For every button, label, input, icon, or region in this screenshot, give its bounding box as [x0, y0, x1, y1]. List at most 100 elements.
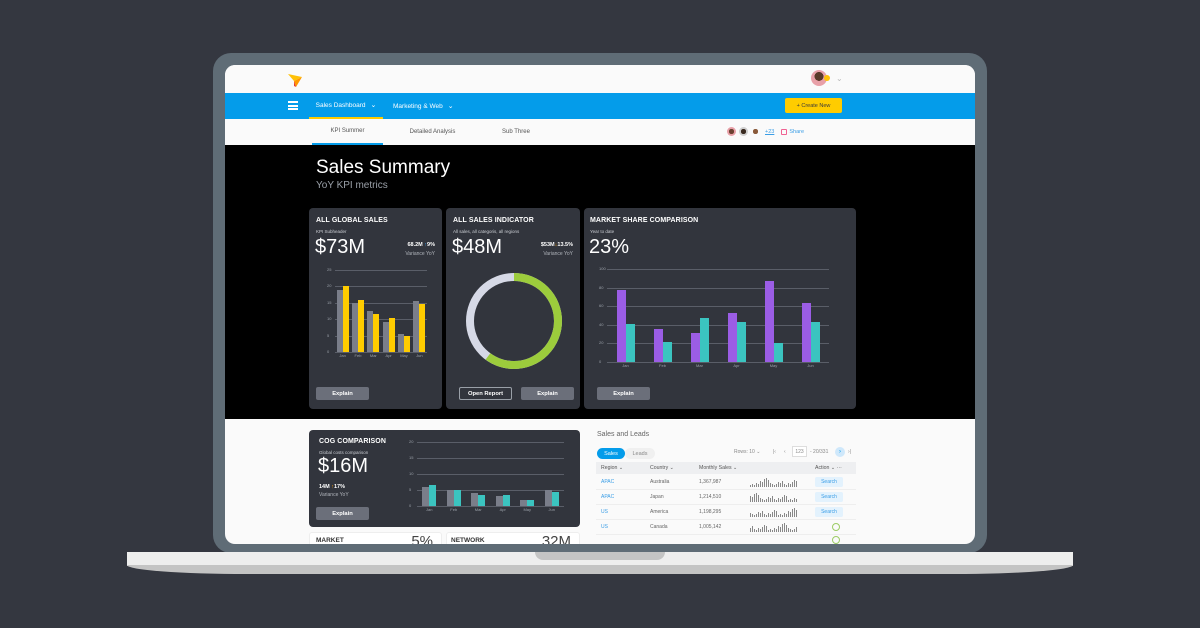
bar[interactable]	[551, 491, 559, 506]
app-screen: ⌄ Sales Dashboard ⌄ Marketing & Web ⌄ + …	[225, 65, 975, 544]
bar[interactable]	[352, 302, 358, 352]
bar[interactable]	[773, 343, 783, 362]
collaborator-avatar[interactable]	[751, 127, 760, 136]
explain-button[interactable]: Explain	[316, 387, 369, 400]
region-link[interactable]: APAC	[601, 494, 615, 500]
share-button[interactable]: Share	[781, 128, 804, 135]
bar[interactable]	[453, 490, 461, 506]
explain-button[interactable]: Explain	[316, 507, 369, 520]
x-axis-tick: Jun	[807, 363, 814, 368]
kpi-hero-section: Sales Summary YoY KPI metrics ALL GLOBAL…	[225, 145, 975, 419]
last-page-icon[interactable]: ›|	[848, 449, 851, 455]
bar[interactable]	[478, 494, 486, 506]
open-report-button[interactable]: Open Report	[459, 387, 512, 400]
nav-sales-dashboard[interactable]: Sales Dashboard ⌄	[309, 93, 383, 119]
bar[interactable]	[429, 485, 437, 506]
bar[interactable]	[616, 290, 626, 362]
y-axis-tick: 0	[327, 349, 330, 354]
y-axis-tick: 25	[327, 267, 332, 272]
collaborator-avatar[interactable]	[739, 127, 748, 136]
collaborators: +23 Share	[727, 127, 804, 136]
tab-sub-three[interactable]: Sub Three	[502, 129, 530, 135]
y-axis-tick: 10	[327, 316, 332, 322]
bar[interactable]	[336, 289, 343, 352]
sparkline	[750, 522, 798, 532]
tab-kpi-summer[interactable]: KPI Summer	[312, 119, 383, 145]
page-number-input[interactable]: 123	[792, 446, 807, 457]
bar[interactable]	[801, 303, 811, 362]
tab-detailed-analysis[interactable]: Detailed Analysis	[409, 129, 456, 135]
check-circle-icon[interactable]	[832, 536, 840, 544]
bar[interactable]	[690, 333, 700, 362]
bar[interactable]	[544, 490, 552, 506]
bar[interactable]	[495, 496, 503, 506]
first-page-icon[interactable]: |‹	[773, 449, 776, 455]
y-axis-tick: 0	[409, 503, 412, 508]
explain-button[interactable]: Explain	[597, 387, 650, 400]
bar[interactable]	[367, 311, 374, 352]
more-collaborators-link[interactable]: +23	[765, 128, 775, 135]
gridline	[607, 287, 829, 289]
bar[interactable]	[404, 335, 410, 352]
bar[interactable]	[446, 490, 454, 506]
variance-label: Variance YoY	[543, 251, 573, 257]
bar[interactable]	[520, 499, 528, 506]
bar[interactable]	[422, 486, 430, 506]
card-subheader: Year to date	[590, 229, 615, 234]
x-axis-tick: May	[523, 507, 532, 512]
column-header-country[interactable]: Country ⌄	[650, 465, 674, 471]
page-subtitle: YoY KPI metrics	[316, 180, 388, 191]
bar[interactable]	[527, 499, 535, 506]
prev-page-icon[interactable]: ‹	[784, 449, 786, 455]
bar[interactable]	[625, 323, 635, 362]
nav-marketing-web[interactable]: Marketing & Web ⌄	[393, 93, 454, 119]
collaborator-avatar[interactable]	[727, 127, 736, 136]
search-button[interactable]: Search	[815, 507, 843, 517]
bar[interactable]	[398, 333, 404, 352]
y-axis-tick: 80	[599, 284, 604, 290]
sales-cell: 1,214,510	[699, 494, 722, 500]
bar[interactable]	[373, 314, 380, 352]
bar[interactable]	[388, 317, 395, 352]
bar[interactable]	[736, 322, 746, 362]
search-button[interactable]: Search	[815, 477, 843, 487]
bar[interactable]	[502, 494, 510, 506]
create-new-button[interactable]: + Create New	[785, 98, 842, 113]
gridline	[607, 362, 829, 363]
variance-value: 14M ↑17%	[319, 484, 345, 490]
column-header-region[interactable]: Region ⌄	[601, 465, 624, 471]
bar[interactable]	[413, 301, 420, 352]
check-circle-icon[interactable]	[832, 523, 840, 531]
bar[interactable]	[810, 322, 820, 362]
column-header-monthly-sales[interactable]: Monthly Sales ⌄	[699, 465, 738, 471]
user-avatar[interactable]	[811, 70, 830, 86]
bar[interactable]	[653, 328, 663, 362]
tab-sales[interactable]: Sales	[597, 448, 625, 459]
chevron-down-icon[interactable]: ⌄	[836, 73, 843, 83]
user-menu[interactable]: ⌄	[811, 70, 843, 86]
search-button[interactable]: Search	[815, 492, 843, 502]
rows-per-page-select[interactable]: Rows: 10 ⌄	[734, 449, 761, 455]
bar[interactable]	[342, 286, 349, 352]
tab-leads[interactable]: Leads	[625, 448, 655, 459]
bar[interactable]	[471, 493, 479, 506]
bar[interactable]	[662, 342, 672, 362]
region-link[interactable]: US	[601, 509, 608, 515]
region-link[interactable]: US	[601, 524, 608, 530]
bar[interactable]	[699, 318, 709, 362]
brand-logo-icon[interactable]	[287, 72, 303, 88]
kpi-value: 5%	[411, 533, 433, 544]
gridline	[417, 474, 564, 475]
y-axis-tick: 15	[327, 299, 332, 305]
hamburger-menu-icon[interactable]	[288, 101, 298, 110]
column-header-action[interactable]: Action ⌄ ···	[815, 465, 842, 471]
region-link[interactable]: APAC	[601, 479, 615, 485]
bar[interactable]	[382, 322, 389, 352]
x-axis-tick: May	[769, 363, 778, 368]
explain-button[interactable]: Explain	[521, 387, 574, 400]
bar[interactable]	[764, 281, 774, 362]
bar[interactable]	[419, 304, 426, 352]
next-page-icon[interactable]: ›	[835, 447, 845, 457]
bar[interactable]	[727, 312, 737, 362]
bar[interactable]	[358, 299, 364, 352]
